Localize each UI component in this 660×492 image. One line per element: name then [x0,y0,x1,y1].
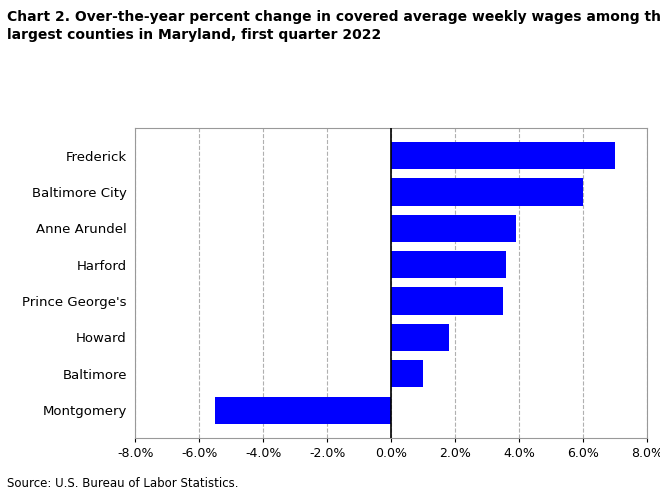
Text: Source: U.S. Bureau of Labor Statistics.: Source: U.S. Bureau of Labor Statistics. [7,477,238,490]
Bar [391,142,615,169]
Bar [391,324,449,351]
Text: Chart 2. Over-the-year percent change in covered average weekly wages among the
: Chart 2. Over-the-year percent change in… [7,10,660,42]
Bar [391,287,503,315]
Bar [391,215,515,242]
Bar [215,397,391,424]
Bar [391,360,423,387]
Bar [391,179,583,206]
Bar [391,251,506,278]
